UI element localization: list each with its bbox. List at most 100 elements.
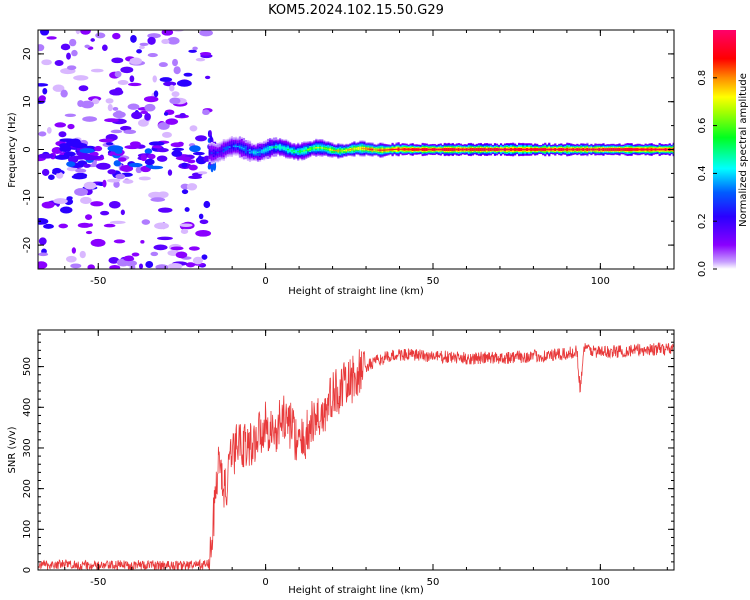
spectrogram-noise-blob: [38, 153, 54, 159]
spectrogram-noise-blob: [188, 164, 198, 171]
spectrogram-signal-cell: [560, 148, 563, 151]
spectrogram-signal-cell: [445, 148, 448, 151]
spectrogram-y-tick-label: -20: [22, 237, 33, 253]
spectrogram-signal-cell: [283, 147, 286, 149]
spectrogram-noise-blob: [80, 30, 91, 35]
spectrogram-signal-cell: [471, 148, 475, 151]
spectrogram-signal-cell: [272, 146, 276, 148]
spectrogram-signal-cell: [287, 149, 290, 151]
spectrogram-signal-cell: [572, 148, 575, 151]
spectrogram-signal-cell: [401, 148, 404, 150]
spectrogram-signal-cell: [473, 148, 477, 151]
spectrogram-noise-blob: [66, 52, 71, 60]
spectrogram-noise-blob: [60, 206, 73, 214]
spectrogram-signal-cell: [580, 148, 583, 151]
spectrogram-noise-blob: [148, 191, 163, 199]
spectrogram-signal-cell: [224, 148, 227, 150]
spectrogram-signal-cell: [383, 149, 386, 151]
spectrogram-signal-cell: [479, 148, 483, 151]
spectrogram-noise-blob: [108, 256, 120, 264]
spectrogram-signal-cell: [538, 148, 541, 151]
spectrogram-signal-cell: [291, 150, 294, 152]
spectrogram-noise-blob: [80, 100, 94, 109]
spectrogram-signal-cell: [337, 150, 340, 152]
spectrogram-signal-cell: [516, 148, 519, 151]
spectrogram-noise-blob: [172, 58, 178, 67]
spectrogram-signal-cell: [264, 149, 268, 151]
spectrogram-noise-blob: [113, 160, 121, 167]
spectrogram-x-tick-label: 100: [591, 276, 610, 287]
spectrogram-signal-cell: [305, 149, 308, 151]
spectrogram-noise-blob: [124, 145, 141, 150]
spectrogram-noise-blob: [74, 188, 89, 196]
spectrogram-noise-blob: [143, 96, 159, 103]
spectrogram-noise-blob: [41, 201, 55, 209]
snr-x-tick-label: 50: [427, 577, 440, 588]
spectrogram-signal-cell: [353, 148, 356, 150]
spectrogram-signal-cell: [371, 148, 374, 151]
spectrogram-noise-blob: [71, 49, 78, 57]
spectrogram-noise-blob: [38, 217, 49, 225]
spectrogram-noise-blob: [85, 230, 93, 235]
spectrogram-noise-blob: [38, 83, 49, 87]
spectrogram-noise-blob: [115, 110, 123, 115]
spectrogram-noise-blob: [202, 109, 210, 116]
spectrogram-noise-blob: [167, 36, 180, 45]
spectrogram-noise-blob: [176, 79, 192, 87]
spectrogram-signal-cell: [361, 147, 364, 150]
spectrogram-signal-cell: [313, 147, 316, 149]
spectrogram-noise-blob: [38, 131, 47, 137]
spectrogram-noise-blob: [48, 174, 55, 180]
spectrogram-signal-cell: [495, 148, 499, 151]
spectrogram-signal-cell: [616, 148, 619, 151]
spectrogram-signal-cell: [550, 148, 553, 151]
spectrogram-noise-blob: [157, 236, 173, 241]
spectrogram-noise-blob: [107, 103, 113, 112]
spectrogram-y-tick-label: 20: [22, 48, 33, 61]
spectrogram-noise-blob: [84, 44, 90, 49]
spectrogram-signal-cell: [463, 148, 466, 151]
spectrogram-signal-cell: [542, 148, 545, 151]
spectrogram-signal-cell: [447, 148, 450, 151]
spectrogram-signal-cell: [530, 148, 533, 151]
spectrogram-noise-blob: [38, 261, 48, 269]
spectrogram-signal-cell: [441, 148, 444, 151]
spectrogram-noise-blob: [179, 112, 186, 118]
spectrogram-signal-cell: [379, 149, 382, 151]
spectrogram-signal-cell: [415, 148, 418, 151]
spectrogram-noise-blob: [167, 262, 183, 269]
colorbar-tick-label: 0.6: [697, 118, 708, 134]
spectrogram-x-label: Height of straight line (km): [288, 286, 424, 297]
spectrogram-noise-blob: [90, 238, 106, 247]
spectrogram-signal-cell: [455, 148, 458, 151]
spectrogram-noise-blob: [199, 52, 212, 56]
spectrogram-signal-cell: [626, 148, 629, 151]
spectrogram-noise-blob: [90, 201, 104, 207]
spectrogram-noise-blob: [183, 72, 193, 77]
spectrogram-noise-blob: [64, 113, 77, 117]
spectrogram-noise-blob: [53, 198, 68, 205]
spectrogram-signal-cell: [246, 149, 250, 152]
spectrogram-y-tick-label: 0: [22, 146, 33, 152]
colorbar-tick-label: 0.2: [697, 213, 708, 229]
spectrogram-signal-cell: [588, 148, 591, 151]
spectrogram-noise-blob: [181, 162, 188, 168]
spectrogram-signal-cell: [210, 152, 213, 154]
spectrogram-noise-blob: [185, 262, 196, 268]
spectrogram-signal-cell: [293, 150, 296, 152]
spectrogram-signal-cell: [469, 148, 473, 151]
spectrogram-noise-blob: [131, 111, 143, 120]
colorbar-label: Normalized spectral amplitude: [738, 73, 749, 227]
spectrogram-noise-blob: [112, 32, 121, 40]
spectrogram-noise-blob: [131, 252, 140, 257]
spectrogram-signal-cell: [311, 147, 314, 150]
spectrogram-noise-blob: [73, 75, 89, 81]
spectrogram-signal-cell: [232, 145, 236, 147]
spectrogram-signal-cell: [407, 148, 410, 150]
spectrogram-signal-cell: [576, 148, 579, 151]
spectrogram-noise-blob: [101, 44, 108, 51]
spectrogram-noise-blob: [98, 138, 114, 143]
spectrogram-signal-cell: [343, 150, 346, 152]
spectrogram-signal-cell: [513, 148, 517, 151]
spectrogram-noise-blob: [122, 179, 134, 184]
